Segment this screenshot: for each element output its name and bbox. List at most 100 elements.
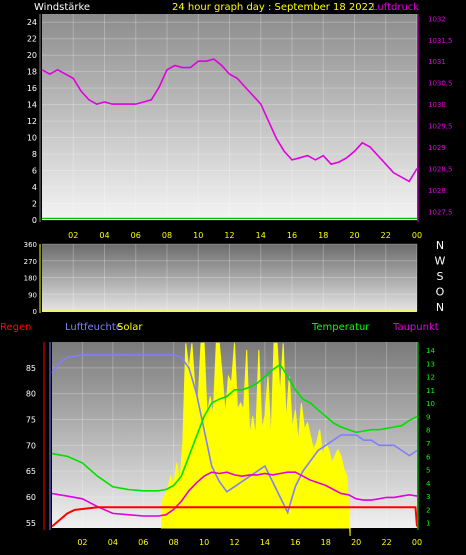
panel-1-left-tick-label: 20 [27, 51, 37, 60]
panel-3-series [51, 342, 418, 537]
panel-1-x-tick-label: 08 [162, 231, 172, 240]
panel-3-x-tick-label: 06 [138, 538, 148, 547]
compass-label: N [436, 239, 444, 252]
panel-1-x-ticks: 02 04 06 08 10 12 14 16 18 20 22 00 [68, 231, 422, 240]
panel-3-right-tick-label: 14 [426, 347, 435, 355]
panel-1-right-tick-label: 1027,5 [428, 208, 453, 216]
panel-3-left-tick-label: 75 [26, 416, 36, 425]
panel-1-left-tick-label: 10 [27, 134, 37, 143]
panel-1-left-tick-label: 2 [32, 200, 37, 209]
panel-3-right-tick-label: 9 [426, 413, 430, 421]
panel-2-left-tick-label: 180 [24, 275, 37, 283]
regen-series-line [51, 506, 418, 528]
panel-1-series [41, 58, 418, 219]
panel-1-right-tick-label: 1030 [428, 101, 446, 109]
panel-3-x-tick-label: 10 [199, 538, 209, 547]
compass-label: O [436, 286, 445, 299]
compass-label: N [436, 301, 444, 314]
panel-2-grid [42, 243, 418, 312]
panel-1-right-tick-label: 1031 [428, 58, 446, 66]
panel-3-right-tick-label: 8 [426, 427, 430, 435]
panel-3-x-tick-label: 22 [381, 538, 391, 547]
legend-taupunkt: Taupunkt [392, 322, 439, 333]
panel-2-left-tick-label: 270 [24, 258, 37, 266]
panel-3-right-tick-label: 1 [426, 520, 430, 528]
temperatur-series-line [51, 363, 418, 492]
panel-1-left-tick-label: 8 [32, 150, 37, 159]
panel-3-x-tick-label: 16 [290, 538, 300, 547]
taupunkt-series-line [51, 471, 418, 517]
panel-3-x-tick-label: 12 [229, 538, 239, 547]
panel-3-x-tick-label: 02 [77, 538, 87, 547]
panel-1-left-tick-label: 0 [32, 216, 37, 225]
chart-title: 24 hour graph day : September 18 2022 [172, 2, 374, 13]
panel-1-left-tick-label: 24 [27, 18, 37, 27]
panel-1-grid [42, 14, 418, 221]
panel-1-left-tick-label: 14 [27, 101, 37, 110]
panel-3-x-tick-label: 20 [351, 538, 361, 547]
panel-1-right-tick-label: 1032 [428, 15, 446, 23]
solar-series-area [161, 342, 351, 537]
panel-3-left-tick-label: 70 [26, 441, 36, 450]
panel-3-left-tick-label: 65 [26, 467, 36, 476]
panel-3-x-ticks: 02 04 06 08 10 12 14 16 18 20 22 00 [77, 538, 422, 547]
panel-1-x-tick-label: 06 [131, 231, 141, 240]
panel-1-right-tick-label: 1031,5 [428, 37, 453, 45]
panel-3-x-tick-label: 18 [321, 538, 331, 547]
panel-1-right-tick-label: 1029,5 [428, 123, 453, 131]
panel-3-x-tick-label: 08 [169, 538, 179, 547]
compass-label: S [437, 270, 444, 283]
panel-1-right-tick-label: 1030,5 [428, 80, 453, 88]
wind-axis-title: Windstärke [34, 2, 90, 13]
panel-3-left-tick-label: 85 [26, 364, 36, 373]
panel-1-right-tick-label: 1029 [428, 144, 446, 152]
panel-3-left-tick-label: 80 [26, 390, 36, 399]
panel-1-x-tick-label: 22 [381, 231, 391, 240]
legend-solar: Solar [117, 322, 143, 333]
panel-3-left-tick-label: 60 [26, 493, 36, 502]
panel-1-plot-area [42, 14, 417, 220]
luftfeuchte-series-line [51, 354, 418, 515]
panel-3-right-tick-label: 10 [426, 400, 435, 408]
legend-temperatur: Temperatur [311, 322, 370, 333]
panel-3-right-tick-label: 12 [426, 374, 435, 382]
legend-regen: Regen [0, 322, 32, 333]
compass-label: W [435, 255, 446, 268]
panel-2-left-tick-label: 0 [33, 308, 37, 316]
pressure-axis-title: Luftdruck [372, 2, 419, 13]
panel-1-left-tick-label: 6 [32, 167, 37, 176]
panel-2-left-tick-label: 360 [24, 241, 37, 249]
panel-1-left-tick-label: 22 [27, 35, 37, 44]
panel-3-left-ticks: 55 60 65 70 75 80 85 [26, 364, 36, 528]
panel-1-x-tick-label: 16 [287, 231, 297, 240]
legend-luftfeuchte: Luftfeuchte [65, 322, 122, 333]
panel-1-x-tick-label: 14 [256, 231, 266, 240]
panel-3-right-tick-label: 5 [426, 467, 430, 475]
panel-1-left-tick-label: 4 [32, 183, 37, 192]
panel-2-plot-area [42, 244, 417, 312]
panel-1-x-tick-label: 04 [99, 231, 109, 240]
panel-3-right-tick-label: 4 [426, 480, 431, 488]
panel-1-x-tick-label: 02 [68, 231, 78, 240]
pressure-series-line [41, 58, 418, 183]
panel-3-x-tick-label: 14 [260, 538, 270, 547]
panel-1-x-tick-label: 00 [412, 231, 422, 240]
panel-3-right-tick-label: 11 [426, 387, 435, 395]
panel-1-left-tick-label: 16 [27, 84, 37, 93]
panel-3-right-tick-label: 6 [426, 453, 431, 461]
panel-1-left-tick-label: 18 [27, 68, 37, 77]
panel-1-right-ticks: 1027,5 1028 1028,5 1029 1029,5 1030 1030,5 1031… [428, 15, 453, 216]
panel-1-x-tick-label: 12 [224, 231, 234, 240]
panel-3-right-tick-label: 7 [426, 440, 430, 448]
panel-2-left-tick-label: 90 [28, 291, 37, 299]
panel-3-right-tick-label: 13 [426, 360, 435, 368]
panel-1-right-tick-label: 1028,5 [428, 166, 453, 174]
panel-1-x-tick-label: 18 [318, 231, 328, 240]
panel-1-right-tick-label: 1028 [428, 187, 446, 195]
panel-3-right-tick-label: 2 [426, 506, 430, 514]
